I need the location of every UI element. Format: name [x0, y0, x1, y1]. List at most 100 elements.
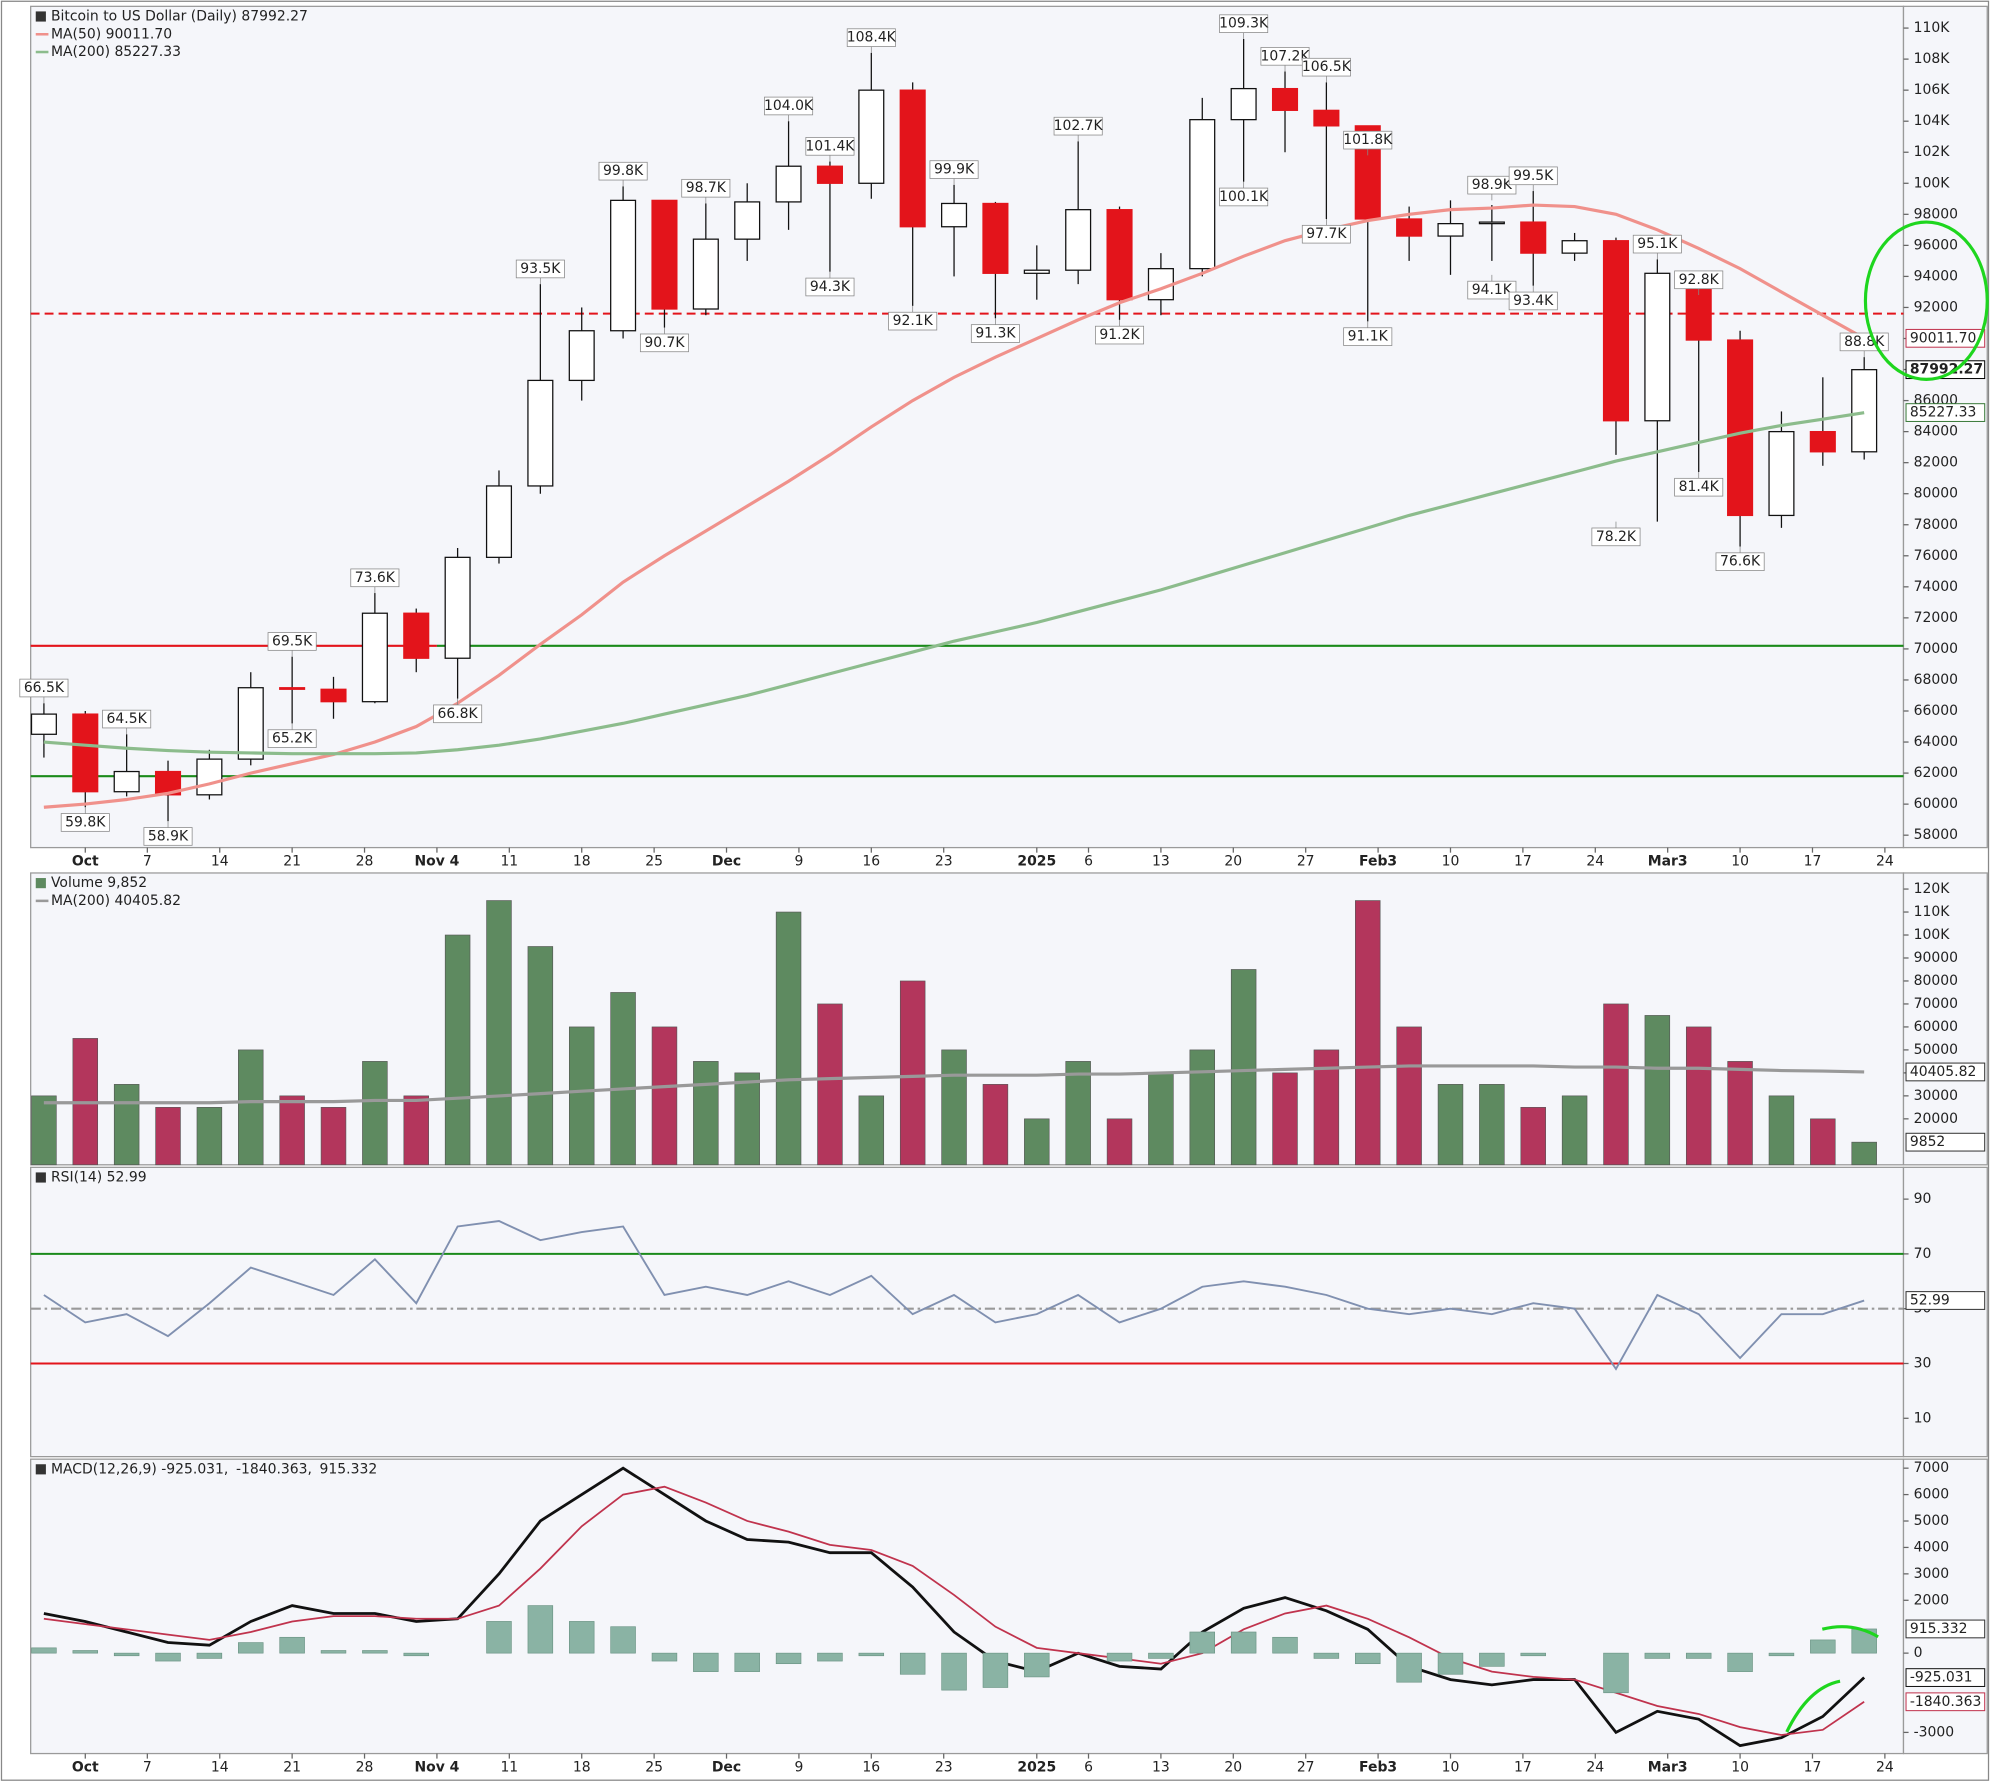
volume-bar — [1437, 1084, 1464, 1166]
x-tick-label: 20 — [1224, 854, 1242, 870]
volume-bar — [568, 1026, 595, 1166]
histogram-bar — [1189, 1631, 1216, 1654]
y-tick-label: 104K — [1914, 113, 1951, 129]
x-tick-label: 16 — [862, 854, 880, 870]
panel-background — [30, 1166, 1905, 1458]
volume-bar — [527, 946, 554, 1166]
histogram-bar — [817, 1652, 843, 1662]
candle-body — [1851, 369, 1878, 453]
annotation-label: 101.8K — [1343, 132, 1393, 148]
y-tick-label: 78000 — [1914, 517, 1958, 533]
x-tick-label: 23 — [935, 1760, 953, 1776]
volume-bar — [1479, 1084, 1505, 1166]
x-tick-label: 21 — [283, 854, 301, 870]
histogram-bar — [1437, 1652, 1464, 1675]
y-tick-label: 90000 — [1914, 950, 1958, 966]
annotation-label: 101.4K — [805, 138, 855, 154]
volume-bar — [1189, 1049, 1216, 1166]
annotation-label: 109.3K — [1219, 16, 1269, 32]
histogram-bar — [1727, 1652, 1753, 1672]
candle-body — [1478, 221, 1505, 225]
value-box — [1905, 1291, 1986, 1310]
y-tick-label: 84000 — [1914, 424, 1958, 440]
legend-swatch — [35, 11, 46, 22]
legend-swatch — [35, 1172, 46, 1183]
histogram-bar — [238, 1642, 264, 1654]
legend-entry: 915.332 — [320, 1461, 378, 1477]
x-tick-label: Oct — [72, 1760, 99, 1776]
volume-bar — [982, 1084, 1009, 1166]
candle-body — [941, 202, 968, 228]
candle-body — [320, 688, 347, 703]
volume-bar — [320, 1107, 347, 1166]
candle-body — [113, 770, 140, 793]
candle-body — [651, 199, 678, 310]
y-tick-label: 30000 — [1914, 1088, 1958, 1104]
candle-body — [279, 687, 306, 690]
y-tick-label: 102K — [1914, 144, 1951, 160]
histogram-bar — [1355, 1652, 1381, 1665]
y-tick-label: 6000 — [1914, 1487, 1949, 1503]
histogram-bar — [1024, 1652, 1050, 1678]
panel-title: MACD(12,26,9) -925.031, — [51, 1461, 228, 1477]
candle-body — [1271, 87, 1299, 111]
y-tick-label: 90 — [1914, 1191, 1932, 1207]
volume-bar — [1355, 900, 1381, 1166]
candle-body — [1809, 430, 1836, 453]
y-tick-label: 100K — [1914, 175, 1951, 191]
volume-bar — [196, 1107, 223, 1166]
value-label: 9852 — [1910, 1134, 1945, 1150]
candle-body — [485, 485, 513, 558]
y-tick-label: 2000 — [1914, 1592, 1949, 1608]
histogram-bar — [1603, 1652, 1629, 1694]
x-tick-label: 10 — [1442, 1760, 1460, 1776]
histogram-bar — [734, 1652, 760, 1672]
histogram-bar — [196, 1652, 223, 1659]
hand-ellipse — [1863, 220, 1989, 381]
x-tick-label: 24 — [1876, 1760, 1894, 1776]
x-tick-label: 10 — [1731, 854, 1749, 870]
x-tick-label: 17 — [1804, 1760, 1822, 1776]
value-box — [1905, 1692, 1986, 1712]
candle-body — [1106, 209, 1133, 301]
histogram-bar — [1768, 1652, 1795, 1657]
annotation-label: 90.7K — [644, 335, 685, 351]
x-tick-label: 14 — [211, 1760, 229, 1776]
candle-body — [1189, 119, 1216, 270]
histogram-bar — [320, 1650, 347, 1654]
y-tick-label: 20000 — [1914, 1111, 1958, 1127]
volume-bar — [279, 1095, 305, 1166]
x-tick-label: 14 — [211, 854, 229, 870]
panel-title: Volume 9,852 — [51, 875, 147, 891]
annotation-label: 99.5K — [1513, 168, 1554, 184]
legend-swatch — [35, 1464, 46, 1475]
series-line — [43, 203, 1865, 809]
value-label: -925.031 — [1910, 1670, 1973, 1686]
x-tick-label: 28 — [356, 854, 374, 870]
candle-body — [1727, 339, 1754, 517]
volume-bar — [362, 1061, 388, 1166]
candle-body — [568, 330, 595, 382]
value-box — [1905, 1619, 1986, 1639]
candle-body — [72, 713, 99, 793]
x-tick-label: 23 — [935, 854, 953, 870]
volume-bar — [1644, 1015, 1671, 1166]
series-line — [43, 1064, 1865, 1105]
x-tick-label: 9 — [794, 854, 803, 870]
histogram-bar — [31, 1647, 57, 1654]
x-tick-label: Mar3 — [1648, 1760, 1688, 1776]
candle-body — [196, 758, 223, 796]
candle-body — [1437, 223, 1464, 237]
y-tick-label: 30 — [1914, 1355, 1932, 1371]
y-tick-label: 120K — [1914, 881, 1951, 897]
annotation-label: 93.5K — [520, 261, 561, 277]
y-tick-label: 106K — [1914, 82, 1951, 98]
value-box — [1905, 1062, 1986, 1082]
y-tick-label: 3000 — [1914, 1566, 1949, 1582]
volume-bar — [693, 1061, 719, 1166]
x-tick-label: 25 — [645, 854, 663, 870]
legend-entry: MA(200) 85227.33 — [51, 44, 181, 60]
x-tick-label: 24 — [1876, 854, 1894, 870]
value-label: 87992.27 — [1910, 362, 1983, 378]
